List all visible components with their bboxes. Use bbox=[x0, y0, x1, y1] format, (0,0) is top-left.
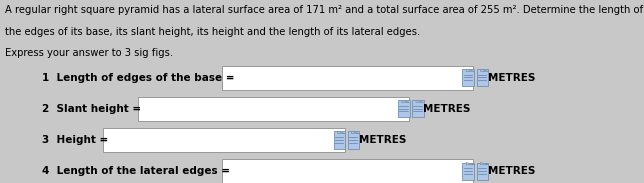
Polygon shape bbox=[416, 100, 424, 102]
Text: METRES: METRES bbox=[359, 135, 406, 145]
Text: 4  Length of the lateral edges =: 4 Length of the lateral edges = bbox=[42, 166, 230, 176]
Polygon shape bbox=[466, 69, 474, 71]
FancyBboxPatch shape bbox=[462, 69, 474, 86]
Polygon shape bbox=[480, 69, 488, 71]
FancyBboxPatch shape bbox=[334, 131, 345, 149]
Polygon shape bbox=[466, 163, 474, 165]
FancyBboxPatch shape bbox=[412, 100, 424, 117]
FancyBboxPatch shape bbox=[103, 128, 345, 152]
Text: METRES: METRES bbox=[423, 104, 471, 114]
FancyBboxPatch shape bbox=[348, 131, 359, 149]
Text: the edges of its base, its slant height, its height and the length of its latera: the edges of its base, its slant height,… bbox=[5, 27, 421, 37]
FancyBboxPatch shape bbox=[462, 163, 474, 180]
Text: 1  Length of edges of the base =: 1 Length of edges of the base = bbox=[42, 73, 234, 83]
FancyBboxPatch shape bbox=[138, 97, 409, 121]
FancyBboxPatch shape bbox=[222, 159, 473, 183]
Text: METRES: METRES bbox=[488, 166, 535, 176]
FancyBboxPatch shape bbox=[222, 66, 473, 90]
Text: Express your answer to 3 sig figs.: Express your answer to 3 sig figs. bbox=[5, 48, 173, 59]
Text: METRES: METRES bbox=[488, 73, 535, 83]
Text: A regular right square pyramid has a lateral surface area of 171 m² and a total : A regular right square pyramid has a lat… bbox=[5, 5, 643, 15]
Polygon shape bbox=[337, 131, 345, 134]
Text: 2  Slant height =: 2 Slant height = bbox=[42, 104, 141, 114]
Polygon shape bbox=[352, 131, 359, 134]
FancyBboxPatch shape bbox=[477, 69, 488, 86]
FancyBboxPatch shape bbox=[477, 163, 488, 180]
FancyBboxPatch shape bbox=[398, 100, 410, 117]
Polygon shape bbox=[402, 100, 410, 102]
Polygon shape bbox=[480, 163, 488, 165]
Text: 3  Height =: 3 Height = bbox=[42, 135, 108, 145]
